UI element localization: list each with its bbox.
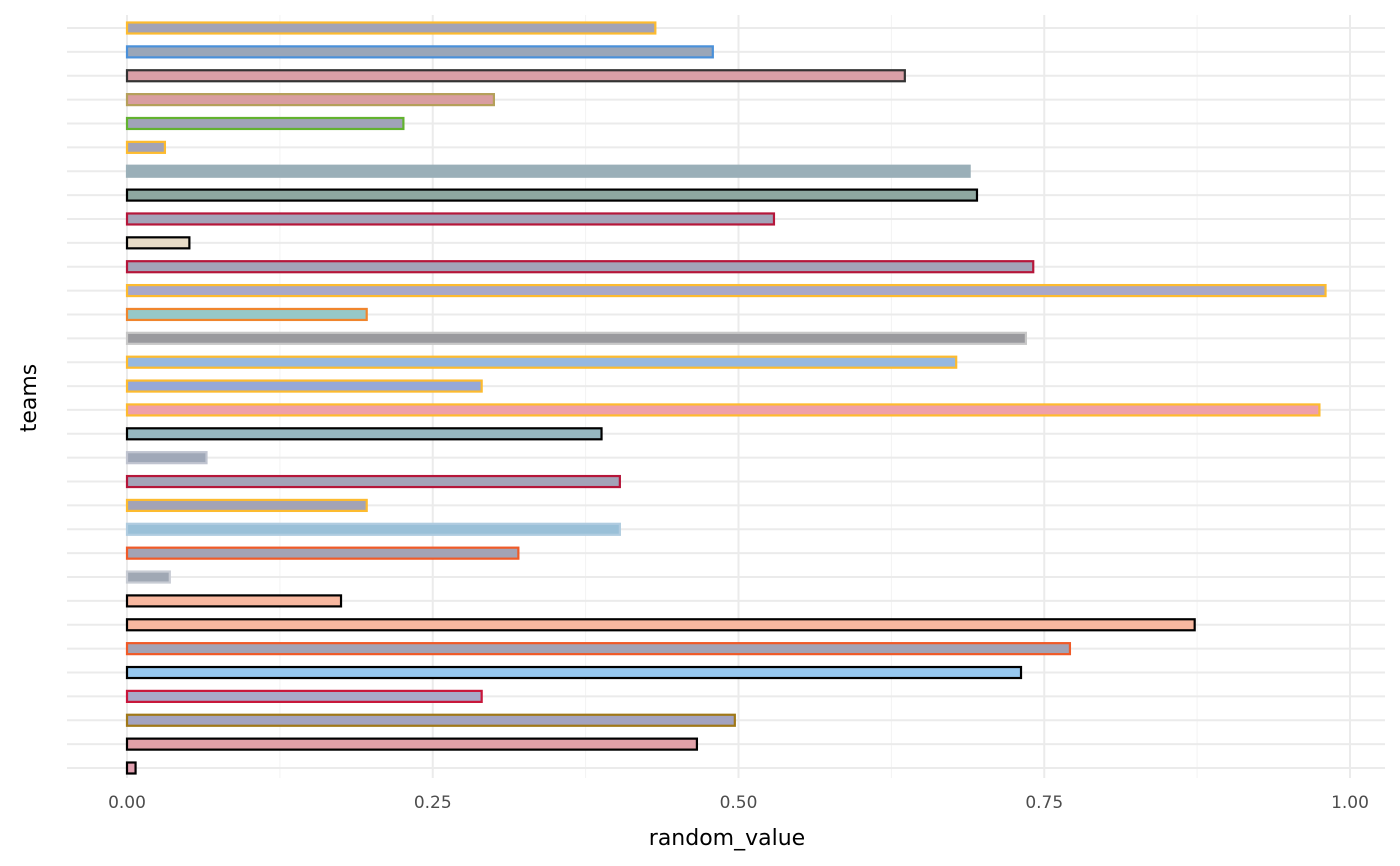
bar: [125, 379, 483, 393]
bar: [125, 451, 208, 465]
bar: [125, 164, 971, 178]
x-tick-label: 1.00: [1331, 793, 1369, 813]
bar: [125, 93, 495, 107]
bar: [125, 642, 1072, 656]
bar: [125, 212, 776, 226]
bar: [125, 498, 368, 513]
bar: [125, 283, 1327, 298]
bar: [125, 474, 621, 489]
bar: [125, 188, 979, 202]
bars: [125, 21, 1327, 775]
x-tick-label: 0.25: [414, 793, 452, 813]
bar: [125, 618, 1196, 632]
bar: [125, 307, 368, 322]
x-tick-label: 0.75: [1025, 793, 1063, 813]
bar: [125, 570, 171, 584]
x-axis-ticks: 0.00 0.25 0.50 0.75 1.00: [108, 793, 1369, 813]
bar: [125, 427, 603, 441]
bar: [125, 737, 699, 751]
bar: [125, 236, 191, 250]
bar: [125, 140, 167, 154]
bar: [125, 45, 714, 59]
bar: [125, 713, 736, 727]
bar: [125, 355, 958, 369]
y-axis-title: teams: [17, 364, 42, 433]
bar: [125, 761, 137, 775]
bar: [125, 522, 621, 536]
x-tick-label: 0.50: [720, 793, 758, 813]
bar: [125, 260, 1035, 274]
bar: [125, 689, 483, 703]
bar: [125, 594, 343, 608]
bar: [125, 331, 1028, 345]
bar: [125, 21, 657, 35]
x-axis-title: random_value: [649, 826, 805, 851]
x-tick-label: 0.00: [108, 793, 146, 813]
bar: [125, 116, 405, 131]
bar: [125, 546, 520, 560]
bar: [125, 665, 1023, 680]
bar: [125, 403, 1321, 417]
bar: [125, 69, 906, 83]
